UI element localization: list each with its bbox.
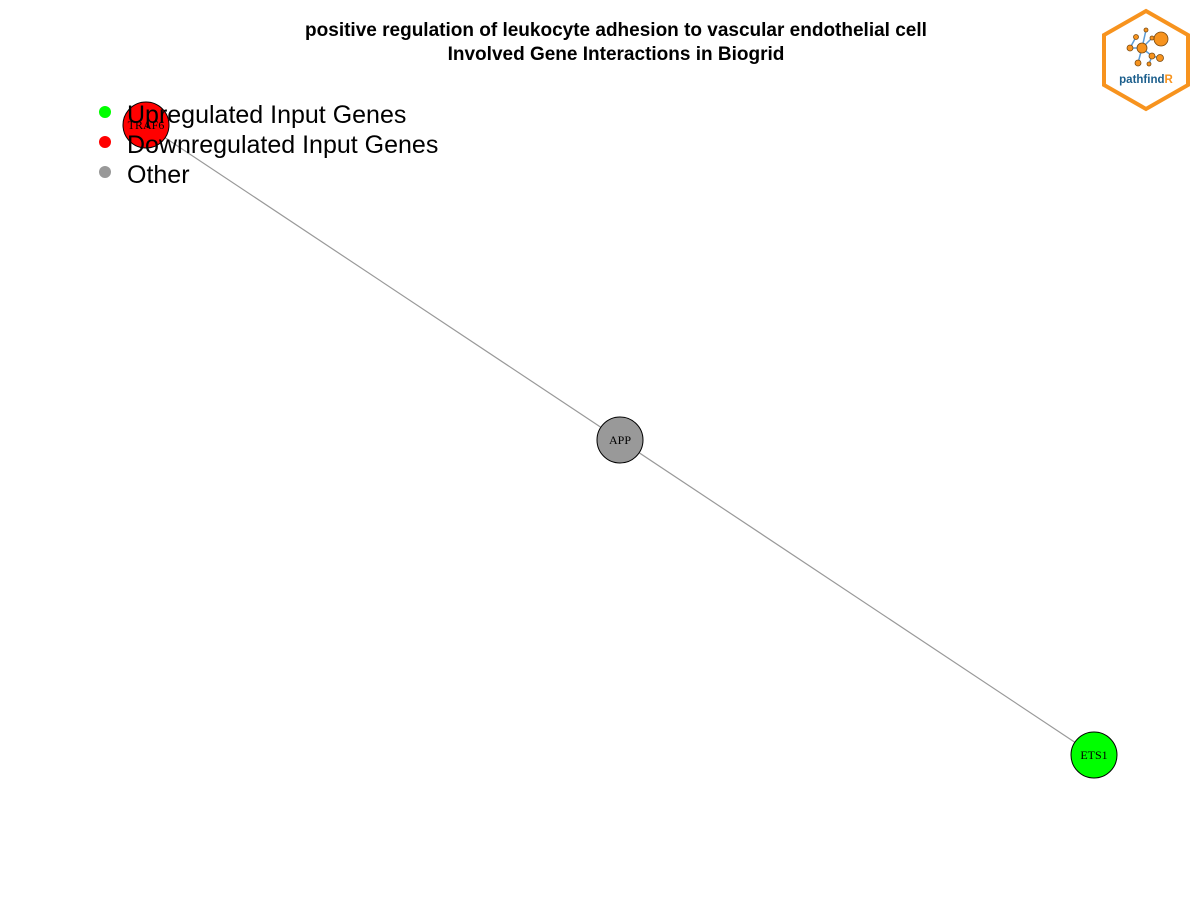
node-layer: TRAF6 APP ETS1 xyxy=(122,101,1118,779)
legend-label-upregulated: Upregulated Input Genes xyxy=(127,101,407,129)
node-label-traf6: TRAF6 xyxy=(128,118,165,132)
pathfindr-logo: pathfindR xyxy=(1102,8,1190,112)
logo-wordmark-accent: R xyxy=(1165,74,1174,86)
node-label-ets1: ETS1 xyxy=(1080,748,1107,762)
edge-layer xyxy=(145,124,1095,756)
node-circle-ets1 xyxy=(1070,731,1118,779)
legend-swatch-downregulated xyxy=(99,136,111,148)
edge-app-ets1 xyxy=(619,439,1095,756)
logo-wordmark: pathfindR xyxy=(1119,74,1173,86)
legend-swatch-upregulated xyxy=(99,106,111,118)
legend-label-downregulated: Downregulated Input Genes xyxy=(127,131,439,159)
chart-title: positive regulation of leukocyte adhesio… xyxy=(0,19,1200,67)
node-circle-traf6 xyxy=(122,101,170,149)
legend-swatch-other xyxy=(99,166,111,178)
node-ets1: ETS1 xyxy=(1070,731,1118,779)
legend-label-other: Other xyxy=(127,161,190,189)
node-traf6: TRAF6 xyxy=(122,101,170,149)
edge-traf6-app xyxy=(145,124,621,441)
title-line-1: positive regulation of leukocyte adhesio… xyxy=(305,20,927,41)
node-app: APP xyxy=(596,416,644,464)
node-circle-app xyxy=(596,416,644,464)
node-label-app: APP xyxy=(609,433,631,447)
title-line-2: Involved Gene Interactions in Biogrid xyxy=(447,44,785,65)
logo-wordmark-main: pathfind xyxy=(1119,74,1164,86)
